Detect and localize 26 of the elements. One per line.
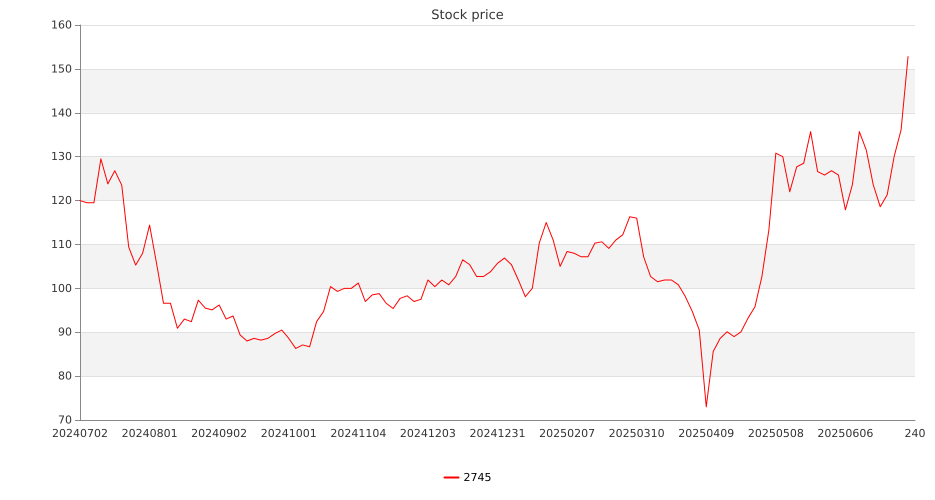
y-tick-label: 120: [51, 194, 72, 208]
x-tick-label: 20250409: [678, 427, 734, 440]
y-tick-label: 70: [58, 414, 72, 426]
chart-title: Stock price: [431, 8, 504, 23]
y-tick-label: 90: [58, 326, 72, 339]
x-tick-label: 20250207: [539, 427, 596, 440]
y-tick-label: 80: [58, 370, 72, 383]
line-series: [80, 56, 909, 408]
y-tick-label: 150: [51, 62, 72, 76]
y-tick-label: 100: [51, 282, 72, 295]
x-tick-label: 20240801: [122, 427, 178, 440]
x-tick-label: 20240702: [52, 427, 108, 440]
x-tick-label: 20240902: [191, 427, 248, 440]
y-tick-label: 140: [51, 106, 72, 120]
x-tick-label: 20241104: [330, 427, 386, 440]
x-tick-label: 240: [904, 427, 926, 440]
y-tick-label: 110: [51, 238, 72, 251]
x-tick-label: 20250606: [817, 427, 874, 440]
legend-label: 2745: [464, 471, 492, 484]
x-tick-label: 20250310: [608, 427, 665, 440]
x-tick-label: 20250508: [748, 427, 804, 440]
x-tick-label: 20241203: [400, 427, 456, 440]
y-tick-label: 160: [51, 18, 72, 32]
x-tick-label: 20241001: [260, 427, 317, 440]
x-tick-label: 20241231: [470, 427, 526, 440]
y-tick-label: 130: [51, 150, 72, 164]
